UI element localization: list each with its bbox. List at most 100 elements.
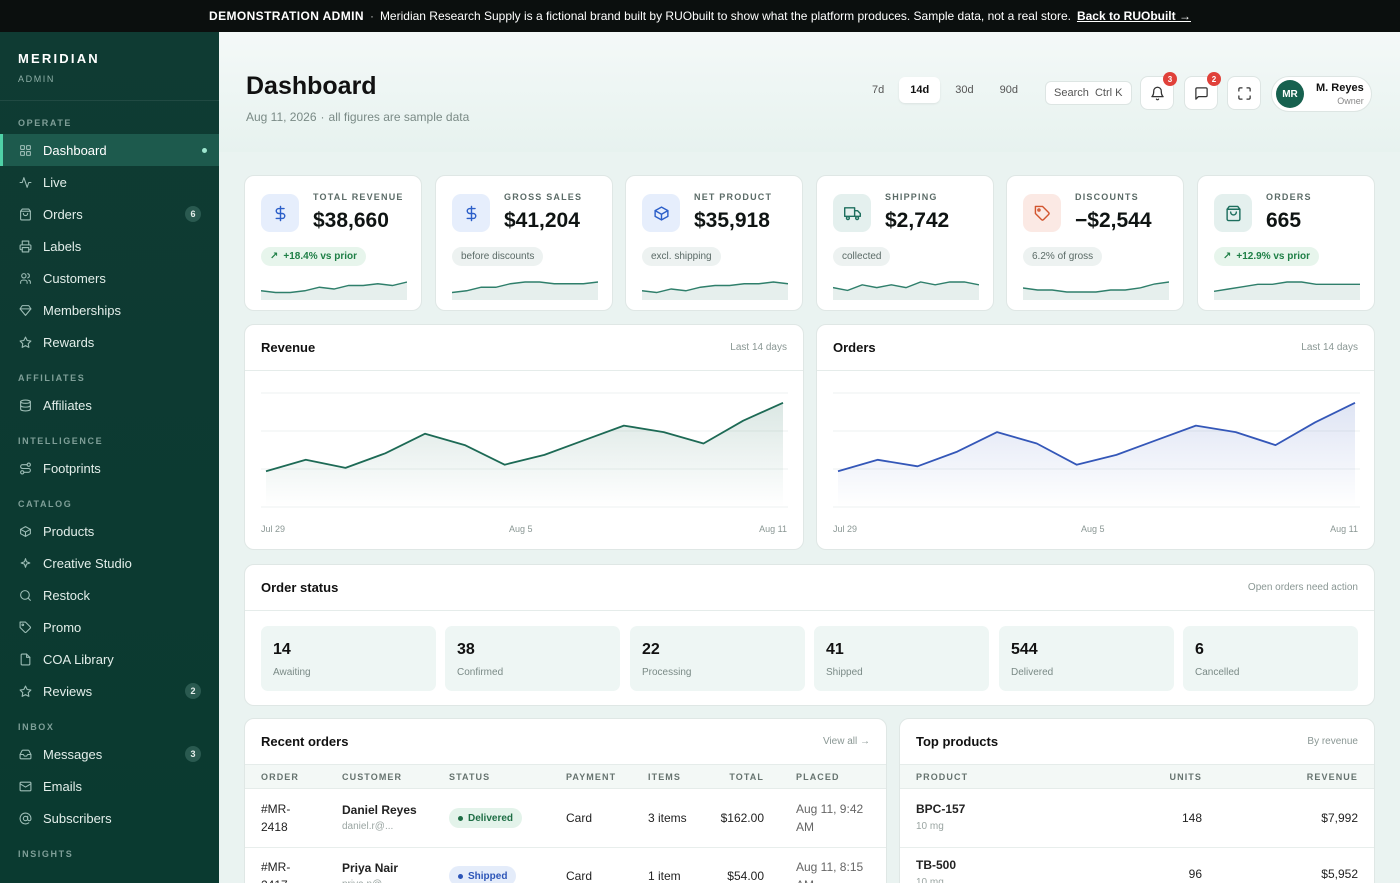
x-tick-label: Aug 11: [1330, 524, 1358, 534]
x-tick-label: Jul 29: [833, 524, 858, 534]
status-tile-delivered[interactable]: 544 Delivered: [999, 626, 1174, 691]
status-tile-cancelled[interactable]: 6 Cancelled: [1183, 626, 1358, 691]
star-icon: [18, 335, 32, 349]
stat-label: DISCOUNTS: [1075, 192, 1139, 202]
sidebar-item-restock[interactable]: Restock: [0, 579, 219, 611]
column-header-total[interactable]: TOTAL: [729, 772, 764, 782]
column-header-customer[interactable]: CUSTOMER: [342, 772, 403, 782]
status-label: Processing: [642, 667, 692, 678]
placed-time-suffix: AM: [796, 878, 814, 883]
sidebar-item-reviews[interactable]: Reviews 2: [0, 675, 219, 707]
range-90d[interactable]: 90d: [999, 84, 1018, 96]
tag-icon: [1034, 205, 1050, 221]
messages-count: 2: [1207, 72, 1221, 86]
file-icon: [20, 653, 30, 665]
order-id[interactable]: #MR-: [261, 860, 291, 874]
notifications-count: 3: [1163, 72, 1177, 86]
stat-chip-text: collected: [842, 251, 882, 262]
sidebar-item-live[interactable]: Live: [0, 166, 219, 198]
column-header-revenue[interactable]: REVENUE: [1306, 772, 1358, 782]
stat-chip: ↗ +12.9% vs prior: [1214, 247, 1320, 266]
sidebar-item-promo[interactable]: Promo: [0, 611, 219, 643]
table-row[interactable]: #MR- 2418 Daniel Reyes daniel.r@... Delivere…: [245, 790, 886, 848]
range-7d[interactable]: 7d: [872, 84, 885, 96]
status-tile-confirmed[interactable]: 38 Confirmed: [445, 626, 620, 691]
order-status-title: Order status: [261, 580, 339, 595]
table-row[interactable]: #MR- 2417 Priya Nair priya.n@... Shipped Card…: [245, 848, 886, 883]
sidebar-item-customers[interactable]: Customers: [0, 262, 219, 294]
users-icon: [19, 272, 31, 284]
sidebar-item-subscribers[interactable]: Subscribers: [0, 802, 219, 834]
nav-section-label: CATALOG: [18, 499, 73, 509]
product-name[interactable]: TB-500: [916, 858, 957, 872]
column-header-order[interactable]: ORDER: [261, 772, 300, 782]
product-revenue: $5,952: [1321, 867, 1358, 881]
x-tick-label: Aug 5: [509, 524, 533, 534]
order-id[interactable]: #MR-: [261, 802, 291, 816]
notifications-button[interactable]: 3: [1140, 72, 1177, 110]
column-header-units[interactable]: UNITS: [1169, 772, 1202, 782]
sidebar-item-label: Subscribers: [43, 810, 112, 826]
status-tile-awaiting[interactable]: 14 Awaiting: [261, 626, 436, 691]
user-menu[interactable]: MR M. Reyes Owner: [1271, 76, 1372, 112]
range-14d[interactable]: 14d: [899, 77, 941, 103]
sidebar-item-products[interactable]: Products: [0, 515, 219, 547]
range-30d[interactable]: 30d: [955, 84, 974, 96]
messages-button[interactable]: 2: [1184, 72, 1221, 110]
status-badge: Delivered: [449, 808, 523, 828]
status-label: Awaiting: [273, 667, 311, 678]
sidebar-item-creative-studio[interactable]: Creative Studio: [0, 547, 219, 579]
view-all-link[interactable]: View all →: [822, 736, 870, 747]
series-line: [265, 401, 784, 473]
series-area: [838, 402, 1355, 507]
search-shortcut: Ctrl K: [1094, 87, 1123, 99]
sparkline-line: [1214, 281, 1360, 293]
fullscreen-button[interactable]: [1227, 76, 1261, 110]
status-count: 38: [457, 641, 475, 658]
column-header-placed[interactable]: PLACED: [796, 772, 840, 782]
recent-orders-table-header: ORDER CUSTOMER STATUS PAYMENT ITEMS TOTAL PLAC…: [245, 765, 886, 789]
sidebar-item-dashboard[interactable]: Dashboard: [0, 134, 219, 166]
grid-icon: [19, 144, 31, 156]
nav-count-badge: 3: [185, 746, 201, 762]
sidebar-item-label: Customers: [43, 270, 106, 286]
product-name[interactable]: BPC-157: [916, 802, 966, 816]
order-status-header: Order status Open orders need action: [245, 565, 1374, 611]
recent-orders-title: Recent orders: [261, 734, 349, 749]
table-row[interactable]: TB-500 10 mg 96 $5,952: [900, 846, 1374, 883]
back-link[interactable]: Back to RUObuilt →: [1076, 9, 1191, 23]
status-tile-processing[interactable]: 22 Processing: [630, 626, 805, 691]
column-header-status[interactable]: STATUS: [449, 772, 491, 782]
sidebar-item-memberships[interactable]: Memberships: [0, 294, 219, 326]
column-header-product[interactable]: PRODUCT: [916, 772, 969, 782]
pulse-icon: [19, 176, 31, 188]
stat-sparkline: [833, 281, 979, 300]
orders-panel-header: Orders Last 14 days: [817, 325, 1374, 371]
column-header-payment[interactable]: PAYMENT: [566, 772, 617, 782]
sparkline-area: [833, 282, 979, 300]
sidebar-item-orders[interactable]: Orders 6: [0, 198, 219, 230]
star-icon: [18, 684, 32, 698]
page-title: Dashboard: [246, 72, 377, 100]
sidebar-item-labels[interactable]: Labels: [0, 230, 219, 262]
sidebar-item-rewards[interactable]: Rewards: [0, 326, 219, 358]
top-products-title: Top products: [916, 734, 999, 749]
stat-value: 665: [1266, 209, 1302, 232]
status-count: 6: [1195, 641, 1204, 658]
search-input[interactable]: Search Ctrl K: [1045, 81, 1132, 105]
status-tile-shipped[interactable]: 41 Shipped: [814, 626, 989, 691]
sidebar-item-emails[interactable]: Emails: [0, 770, 219, 802]
demo-banner: DEMONSTRATION ADMIN · Meridian Research …: [0, 0, 1400, 32]
sparkline-area: [452, 282, 598, 300]
sidebar-item-coa-library[interactable]: COA Library: [0, 643, 219, 675]
sidebar-item-affiliates[interactable]: Affiliates: [0, 389, 219, 421]
sparkline-area: [642, 282, 788, 300]
sidebar-item-footprints[interactable]: Footprints: [0, 452, 219, 484]
stat-label: ORDERS: [1266, 192, 1312, 202]
sparkline-line: [1023, 281, 1169, 293]
sidebar-item-messages[interactable]: Messages 3: [0, 738, 219, 770]
column-header-items[interactable]: ITEMS: [648, 772, 682, 782]
stat-card-shipping: SHIPPING $2,742 collected: [816, 175, 994, 311]
table-row[interactable]: BPC-157 10 mg 148 $7,992: [900, 790, 1374, 848]
x-tick-label: Jul 29: [261, 524, 286, 534]
